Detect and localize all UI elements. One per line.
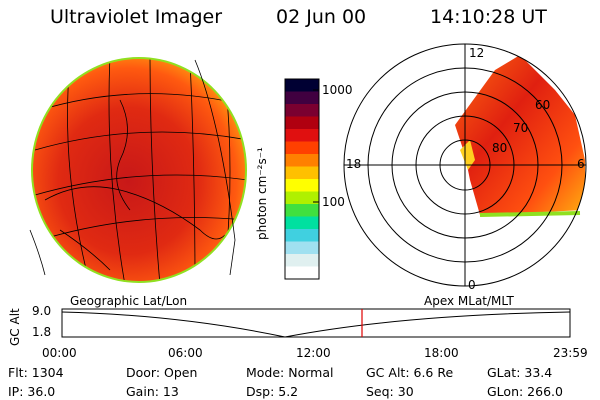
colorbar-segment	[285, 266, 319, 280]
time-label-1200: 12:00	[296, 346, 331, 360]
colorbar-segment	[285, 154, 319, 167]
colorbar-segment	[285, 166, 319, 180]
gc-alt-value: GC Alt: 6.6 Re	[366, 365, 454, 380]
colorbar-frame	[284, 78, 320, 280]
mlt-label-12: 12	[469, 46, 485, 60]
mlat-label-60: 60	[535, 98, 551, 112]
altitude-plot	[61, 308, 571, 338]
instrument-title: Ultraviolet Imager	[50, 6, 223, 28]
colorbar-segment	[285, 241, 319, 255]
colorbar-segment	[285, 116, 319, 130]
observation-time: 14:10:28 UT	[430, 6, 547, 28]
mlat-label-70: 70	[513, 121, 529, 135]
sequence-value: Seq: 30	[366, 384, 414, 399]
mlat-label-80: 80	[492, 141, 508, 155]
colorbar-segment	[285, 191, 319, 205]
colorbar-segment	[285, 179, 319, 192]
gain-value: Gain: 13	[126, 384, 179, 399]
colorbar-segment	[285, 204, 319, 217]
gc-alt-axis-label: GC Alt	[8, 308, 22, 346]
intensity-colorbar	[284, 78, 320, 280]
geo-latitude: GLat: 33.4	[487, 365, 553, 380]
apex-caption: Apex MLat/MLT	[424, 294, 514, 308]
time-label-0000: 00:00	[42, 346, 77, 360]
colorbar-segment	[285, 141, 319, 155]
colorbar-segment	[285, 254, 319, 267]
geographic-caption: Geographic Lat/Lon	[70, 294, 188, 308]
polar-mlt-plot	[343, 43, 587, 287]
flight-number: Flt: 1304	[8, 365, 64, 380]
mlt-label-6: 6	[577, 157, 585, 171]
time-label-1800: 18:00	[424, 346, 459, 360]
mlt-label-0: 0	[468, 278, 476, 292]
colorbar-segment	[285, 104, 319, 117]
mode-status: Mode: Normal	[246, 365, 334, 380]
colorbar-segment	[285, 79, 319, 92]
colorbar-segment	[285, 229, 319, 242]
mlt-label-18: 18	[346, 157, 362, 171]
time-label-2359: 23:59	[553, 346, 588, 360]
alt-label-1-8: 1.8	[32, 325, 52, 339]
earth-uv-image	[29, 57, 247, 283]
dsp-value: Dsp: 5.2	[246, 384, 299, 399]
geo-longitude: GLon: 266.0	[487, 384, 563, 399]
colorbar-segment	[285, 129, 319, 142]
colorbar-unit-label: photon cm⁻²s⁻¹	[255, 147, 269, 240]
colorbar-label-1000: 1000	[322, 83, 353, 97]
ip-value: IP: 36.0	[8, 384, 56, 399]
colorbar-segment	[285, 91, 319, 105]
time-label-0600: 06:00	[168, 346, 203, 360]
alt-label-9: 9.0	[32, 304, 52, 318]
observation-date: 02 Jun 00	[276, 6, 367, 28]
door-status: Door: Open	[126, 365, 198, 380]
colorbar-segment	[285, 216, 319, 230]
colorbar-label-100: 100	[322, 195, 345, 209]
